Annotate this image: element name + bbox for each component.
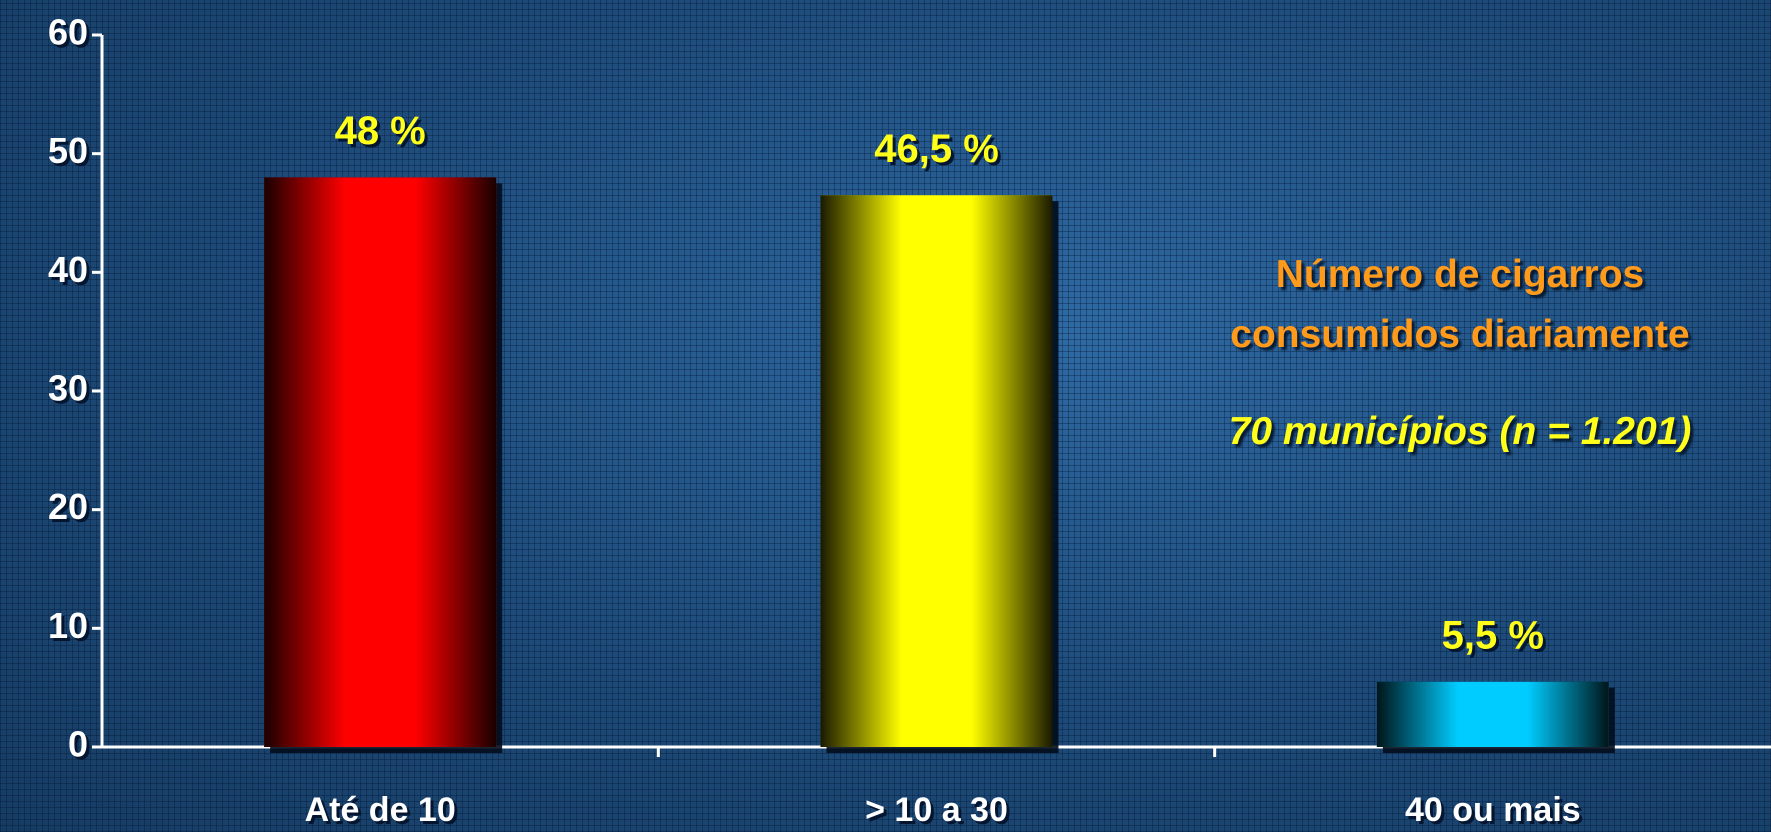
y-tick-label: 50 bbox=[48, 130, 88, 171]
svg-text:48 %: 48 % bbox=[338, 112, 429, 156]
svg-text:0: 0 bbox=[71, 727, 91, 768]
svg-text:60: 60 bbox=[51, 15, 91, 56]
svg-text:Até de 10: Até de 10 bbox=[308, 794, 459, 832]
svg-text:20: 20 bbox=[51, 489, 91, 530]
y-tick-label: 60 bbox=[48, 12, 88, 53]
chart-subtitle: 70 municípios (n = 1.201) bbox=[1228, 410, 1692, 453]
x-tick-label: > 10 a 30 bbox=[865, 791, 1008, 829]
value-label: 46,5 % bbox=[874, 127, 999, 171]
y-tick-label: 10 bbox=[48, 605, 88, 646]
svg-text:10: 10 bbox=[51, 608, 91, 649]
svg-text:40: 40 bbox=[51, 252, 91, 293]
x-tick-label: Até de 10 bbox=[305, 791, 456, 829]
svg-text:46,5 %: 46,5 % bbox=[877, 130, 1002, 174]
value-label: 48 % bbox=[335, 109, 426, 153]
x-tick-label: 40 ou mais bbox=[1405, 791, 1581, 829]
chart-title: Número de cigarros consumidos diariament… bbox=[1230, 253, 1690, 356]
svg-text:> 10 a 30: > 10 a 30 bbox=[868, 794, 1011, 832]
svg-text:50: 50 bbox=[51, 133, 91, 174]
value-label: 5,5 % bbox=[1442, 613, 1544, 657]
svg-text:5,5 %: 5,5 % bbox=[1445, 616, 1547, 660]
y-tick-label: 0 bbox=[68, 724, 88, 765]
svg-text:40 ou mais: 40 ou mais bbox=[1408, 794, 1584, 832]
y-tick-label: 40 bbox=[48, 249, 88, 290]
y-tick-label: 30 bbox=[48, 368, 88, 409]
svg-text:30: 30 bbox=[51, 371, 91, 412]
y-tick-label: 20 bbox=[48, 486, 88, 527]
